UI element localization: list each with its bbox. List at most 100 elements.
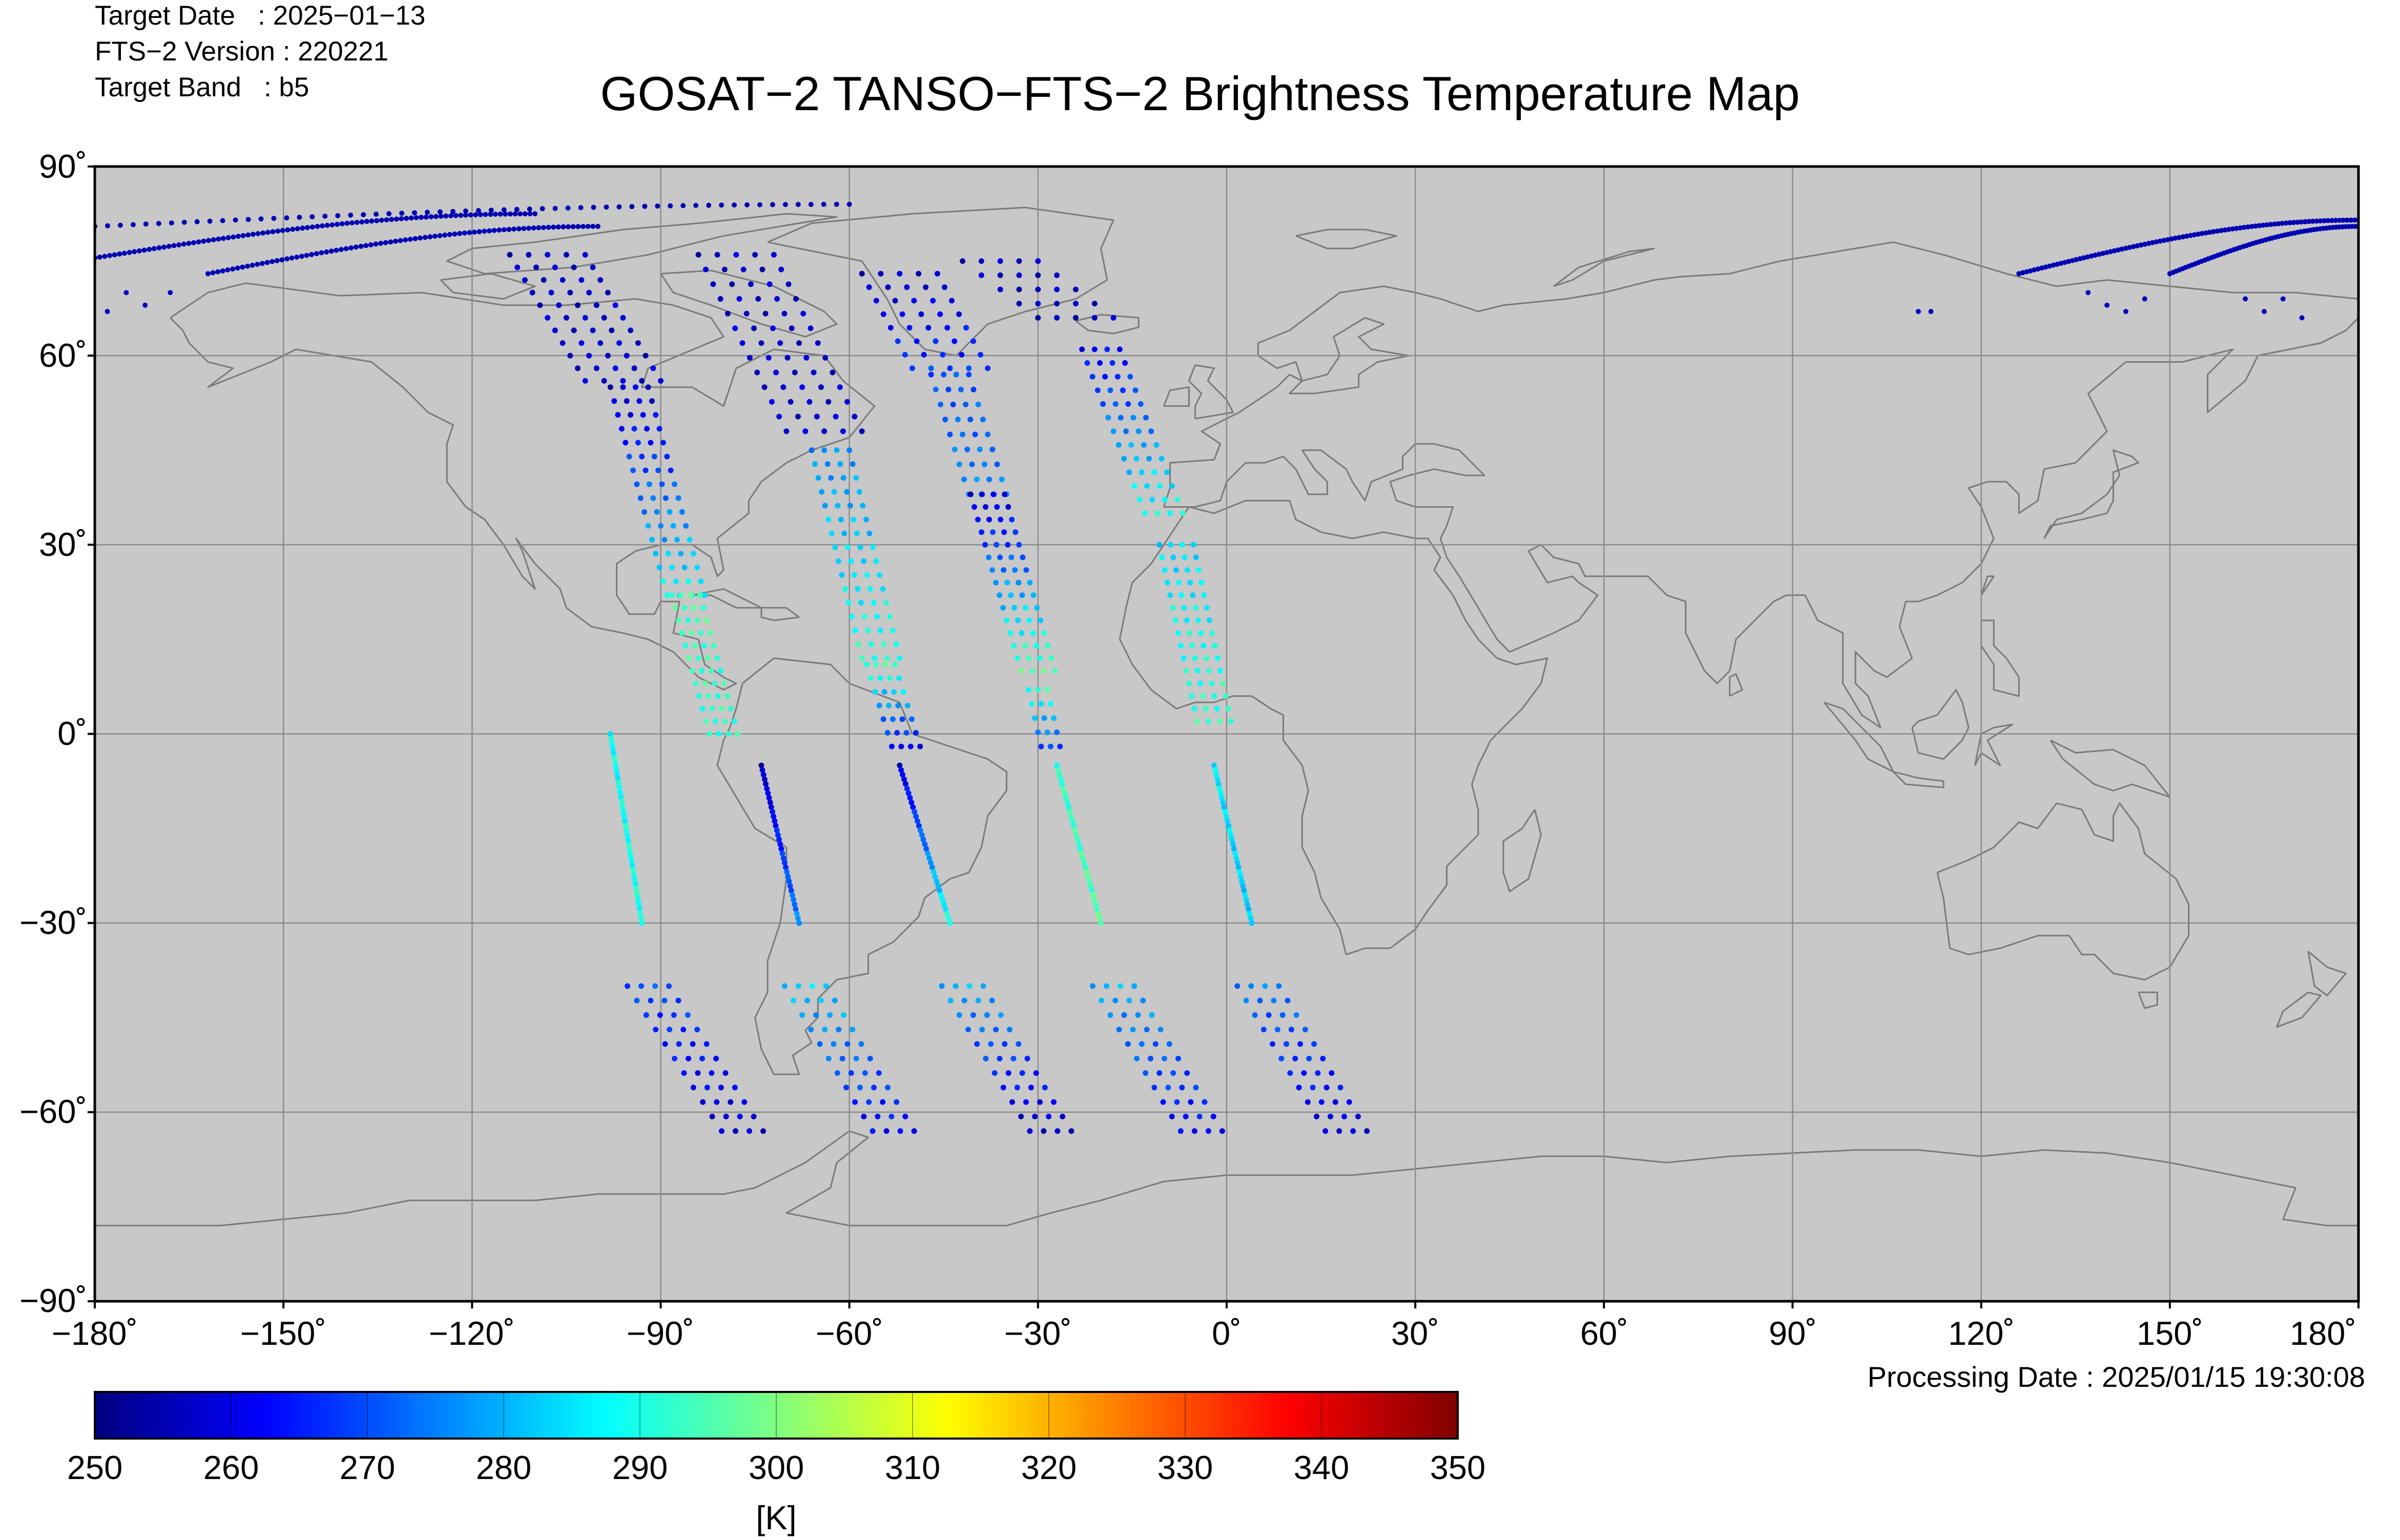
observation-point [659, 481, 665, 487]
observation-point [1041, 668, 1047, 674]
observation-point [921, 351, 927, 358]
colorbar-swatch [544, 1392, 552, 1439]
observation-point [759, 767, 765, 773]
observation-point [2207, 230, 2212, 235]
observation-point [790, 892, 795, 898]
coastline [660, 269, 838, 338]
observation-point [774, 827, 780, 834]
observation-point [156, 245, 162, 251]
colorbar-swatch [1341, 1392, 1349, 1439]
observation-point [1139, 469, 1145, 475]
observation-point [1149, 496, 1155, 503]
observation-point [1203, 705, 1209, 712]
observation-point [1022, 642, 1028, 649]
observation-point [876, 1070, 882, 1076]
observation-point [315, 224, 320, 229]
observation-point [1285, 997, 1291, 1004]
observation-point [1018, 668, 1024, 674]
observation-point [743, 310, 750, 317]
observation-point [1225, 705, 1231, 712]
observation-point [161, 244, 167, 250]
colorbar-swatch [688, 1392, 695, 1439]
observation-point [1172, 617, 1178, 623]
observation-point [1121, 1012, 1127, 1018]
observation-point [1099, 997, 1105, 1004]
observation-point [1044, 729, 1050, 735]
observation-point [830, 369, 836, 376]
colorbar-swatch [592, 1392, 599, 1439]
observation-point [1170, 1070, 1176, 1076]
observation-point [709, 1070, 715, 1076]
observation-point [679, 630, 685, 636]
observation-point [666, 983, 672, 989]
observation-point [1062, 790, 1068, 796]
observation-point [833, 413, 839, 420]
observation-point [2280, 296, 2286, 302]
observation-point [712, 680, 718, 686]
observation-point [1019, 630, 1025, 636]
observation-point [612, 760, 618, 766]
observation-point [1217, 668, 1224, 674]
observation-point [1287, 1070, 1293, 1076]
observation-point [279, 257, 285, 263]
colorbar-swatch [367, 1392, 375, 1439]
observation-point [770, 809, 775, 815]
observation-point [697, 592, 703, 598]
observation-point [649, 537, 655, 543]
observation-point [923, 284, 929, 290]
observation-point [1014, 1085, 1020, 1091]
observation-point [617, 789, 623, 795]
observation-point [631, 365, 637, 371]
colorbar-swatch [660, 1392, 668, 1439]
colorbar-swatch [1076, 1392, 1084, 1439]
observation-point [1054, 301, 1060, 307]
observation-point [1102, 373, 1108, 380]
observation-point [1019, 592, 1025, 598]
observation-point [2241, 224, 2247, 230]
observation-point [648, 997, 654, 1004]
colorbar-swatch [387, 1392, 395, 1439]
observation-point [644, 426, 650, 432]
observation-point [813, 1012, 819, 1018]
colorbar-swatch [183, 1392, 191, 1439]
observation-point [1059, 781, 1065, 787]
observation-point [873, 558, 879, 564]
observation-point [747, 1128, 752, 1134]
observation-point [1085, 873, 1091, 880]
observation-point [621, 813, 627, 819]
observation-point [1041, 715, 1047, 721]
observation-point [1047, 743, 1053, 750]
observation-point [1097, 360, 1103, 366]
observation-point [970, 1012, 976, 1018]
observation-point [1174, 1099, 1180, 1105]
observation-point [2306, 219, 2312, 224]
observation-point [779, 850, 785, 857]
observation-point [880, 311, 886, 317]
observation-point [635, 896, 641, 902]
observation-point [433, 214, 439, 219]
colorbar-swatch [612, 1392, 620, 1439]
observation-point [795, 202, 801, 207]
observation-point [861, 558, 866, 564]
observation-point [1073, 301, 1079, 307]
observation-point [790, 997, 796, 1004]
observation-point [1336, 1128, 1342, 1134]
colorbar-swatch [981, 1392, 988, 1439]
observation-point [653, 412, 659, 418]
observation-point [970, 338, 977, 344]
colorbar-swatch [1260, 1392, 1268, 1439]
observation-point [940, 897, 946, 903]
observation-point [624, 352, 630, 359]
observation-point [2169, 236, 2175, 242]
observation-point [348, 245, 354, 251]
observation-point [669, 565, 675, 571]
colorbar-swatch [647, 1392, 654, 1439]
observation-point [937, 887, 943, 893]
observation-point [775, 832, 781, 838]
observation-point [1159, 554, 1165, 560]
observation-point [877, 628, 883, 634]
observation-point [570, 224, 576, 230]
observation-point [1182, 554, 1188, 560]
observation-point [725, 310, 731, 317]
observation-point [983, 1055, 989, 1062]
